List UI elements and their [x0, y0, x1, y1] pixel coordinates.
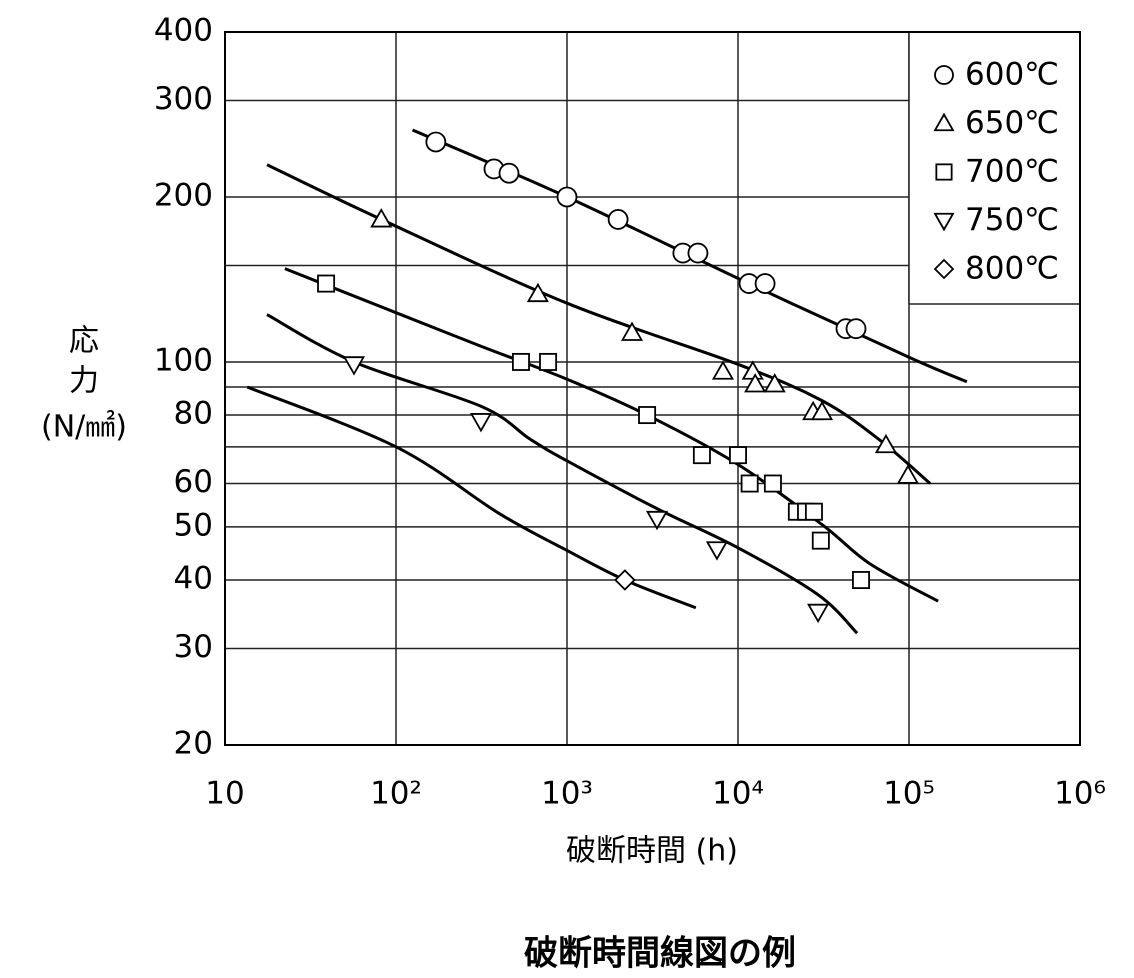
marker: [852, 571, 870, 590]
marker: [614, 569, 636, 591]
plot-frame: [224, 31, 1081, 746]
marker: [933, 212, 955, 232]
y-tick-label: 30: [174, 629, 213, 665]
marker: [763, 373, 786, 393]
marker: [754, 273, 776, 294]
legend-label: 750℃: [965, 202, 1059, 238]
marker: [342, 356, 366, 376]
marker: [645, 510, 669, 531]
y-tick-label: 20: [174, 726, 213, 762]
x-tick-label: 10²: [370, 776, 422, 812]
x-tick-label: 10⁶: [1054, 776, 1106, 812]
marker: [469, 413, 493, 433]
x-tick-label: 10⁵: [883, 776, 935, 812]
x-tick-label: 10³: [541, 776, 593, 812]
x-tick-label: 10: [205, 776, 244, 812]
marker: [933, 112, 955, 132]
legend-label: 600℃: [965, 57, 1059, 93]
marker: [370, 208, 393, 228]
legend-label: 650℃: [965, 105, 1059, 141]
marker: [620, 321, 644, 341]
marker: [687, 242, 709, 264]
marker: [807, 603, 830, 624]
y-tick-label: 400: [154, 13, 213, 49]
y-tick-label: 100: [154, 342, 213, 378]
marker: [811, 531, 830, 550]
marker: [810, 400, 834, 421]
marker: [744, 373, 767, 393]
y-axis-label: (N/㎟): [41, 410, 127, 445]
marker: [526, 282, 549, 303]
series: [317, 274, 870, 590]
y-tick-label: 60: [174, 464, 213, 500]
marker: [741, 360, 764, 380]
marker: [874, 433, 897, 454]
fit-curve: [266, 313, 859, 635]
marker: [711, 360, 735, 380]
x-tick-label: 10⁴: [712, 776, 764, 812]
marker: [804, 502, 823, 521]
marker: [896, 464, 920, 484]
marker: [740, 474, 759, 493]
marker: [692, 446, 711, 465]
y-tick-label: 200: [154, 177, 213, 213]
x-axis-label: 破断時間 (h): [566, 834, 738, 869]
y-tick-label: 40: [174, 561, 213, 597]
legend: 600℃ 650℃ 700℃ 750℃ 800℃: [908, 32, 1080, 305]
fit-curves: [246, 128, 968, 635]
y-tick-label: 50: [174, 507, 213, 543]
marker: [511, 352, 530, 371]
series: [370, 208, 920, 484]
marker: [729, 446, 747, 465]
marker: [498, 162, 520, 184]
marker: [425, 131, 447, 153]
legend-label: 700℃: [965, 154, 1059, 190]
y-tick-label: 300: [154, 81, 213, 117]
marker: [934, 65, 954, 85]
legend-label: 800℃: [965, 251, 1059, 287]
marker: [933, 258, 955, 280]
marker: [845, 318, 867, 340]
marker: [317, 274, 336, 293]
y-axis-label: 応: [69, 324, 99, 359]
y-tick-label: 80: [174, 396, 213, 432]
y-axis-label: 力: [69, 364, 99, 399]
marker: [539, 352, 558, 371]
series: [342, 356, 830, 624]
marker: [705, 541, 728, 561]
marker: [607, 209, 629, 230]
marker: [638, 406, 657, 425]
caption: 破断時間線図の例: [524, 934, 796, 974]
marker: [763, 474, 782, 493]
marker: [935, 163, 953, 181]
series: [614, 569, 636, 591]
series: [425, 131, 867, 340]
marker: [556, 186, 578, 208]
